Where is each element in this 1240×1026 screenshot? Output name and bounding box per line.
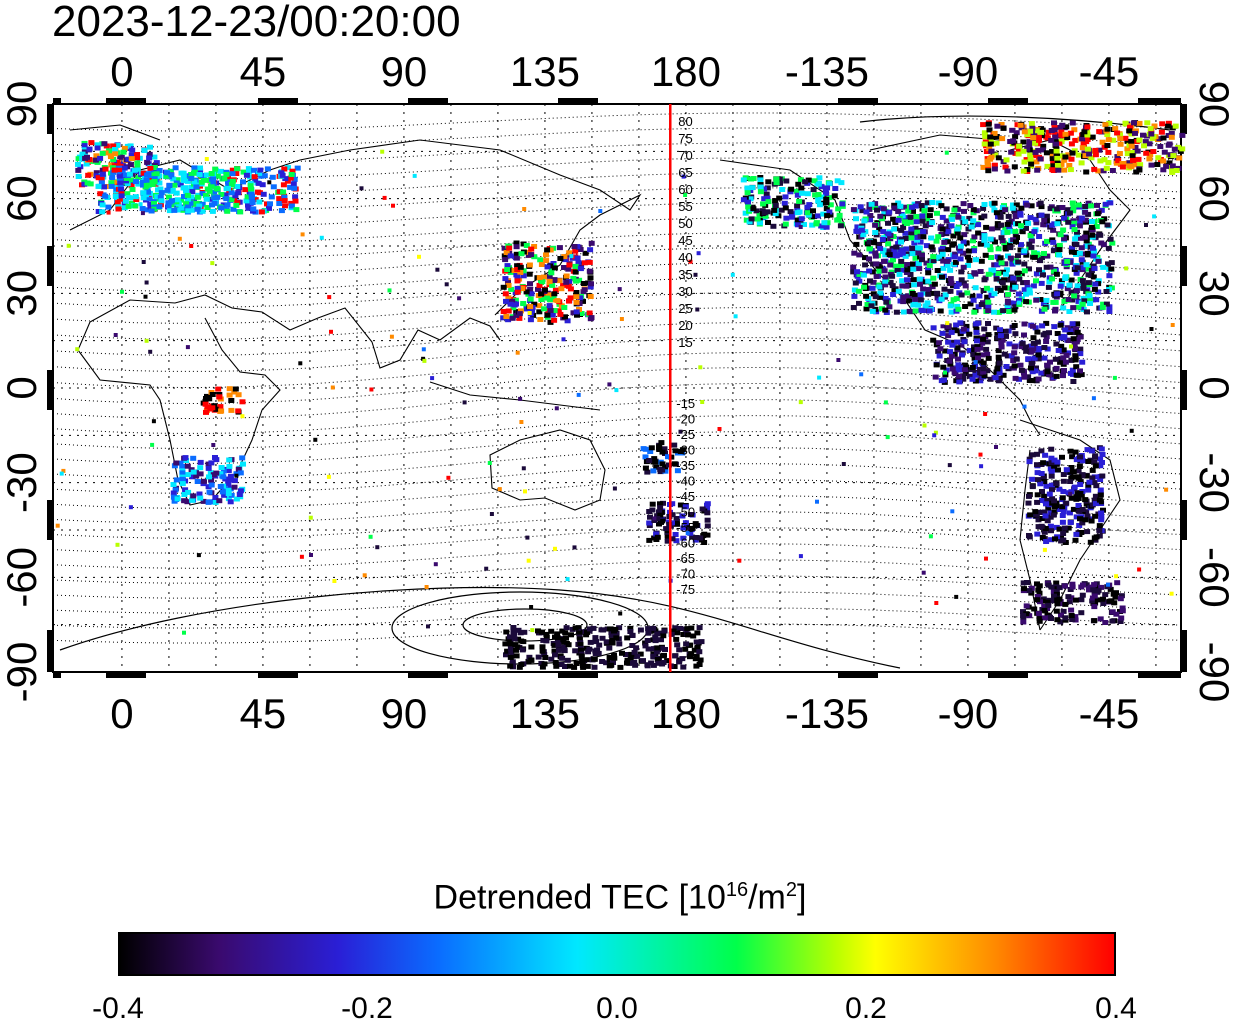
contour-label: -75	[676, 582, 695, 597]
contour-label: 60	[678, 182, 692, 197]
contour-label: -60	[676, 536, 695, 551]
contour-label: 65	[678, 165, 692, 180]
contour-label: -45	[676, 489, 695, 504]
bottom-longitude-ticks: 0 45 90 135 180 -135 -90 -45	[110, 690, 1139, 737]
bottom-lon-tick-label: -45	[1079, 690, 1140, 737]
contour-label: 70	[678, 148, 692, 163]
bottom-lon-tick-label: 0	[110, 690, 133, 737]
contour-label: 30	[678, 284, 692, 299]
left-lat-tick-label: -60	[0, 547, 45, 608]
left-lat-tick-label: 30	[0, 270, 45, 317]
left-lat-tick-label: -90	[0, 642, 45, 703]
contour-label: 55	[678, 199, 692, 214]
contour-label: -40	[676, 474, 695, 489]
left-lat-tick-label: 90	[0, 81, 45, 128]
tec-map: 8075706560555045403530252015-15-20-25-30…	[0, 48, 1238, 737]
right-lat-tick-label: 90	[1191, 81, 1238, 128]
left-lat-tick-label: 0	[0, 376, 45, 399]
contour-label: 75	[678, 131, 692, 146]
lat-lon-grid	[53, 104, 1181, 672]
top-lon-tick-label: -45	[1079, 48, 1140, 95]
right-lat-tick-label: 0	[1191, 376, 1238, 399]
frame-thick-ticks	[47, 98, 1187, 678]
colorbar-tick-label: 0.0	[596, 992, 638, 1025]
contour-label: -30	[676, 443, 695, 458]
contour-label: 40	[678, 250, 692, 265]
colorbar-tick-label: -0.4	[92, 992, 144, 1025]
right-lat-tick-label: 30	[1191, 270, 1238, 317]
right-latitude-ticks: 90 60 30 0 -30 -60 -90	[1191, 81, 1238, 703]
contour-labels: 80 75 70 65 60 55 50 45 40 35 30 25 20 15 -15-20-25-30…	[676, 114, 695, 597]
colorbar-tick-label: 0.4	[1095, 992, 1137, 1025]
contour-label: -35	[676, 458, 695, 473]
contour-label: 50	[678, 216, 692, 231]
colorbar-tick-label: -0.2	[341, 992, 393, 1025]
contour-label: -65	[676, 551, 695, 566]
contour-label: 15	[678, 335, 692, 350]
bottom-lon-tick-label: 90	[381, 690, 428, 737]
contour-label: 80	[678, 114, 692, 129]
contour-label: 45	[678, 233, 692, 248]
top-lon-tick-label: 45	[240, 48, 287, 95]
contour-label: 35	[678, 267, 692, 282]
bottom-lon-tick-label: -135	[785, 690, 869, 737]
left-latitude-ticks: 90 60 30 0 -30 -60 -90	[0, 81, 45, 703]
contour-label: -20	[676, 412, 695, 427]
contour-label: -50	[676, 505, 695, 520]
top-lon-tick-label: 180	[651, 48, 721, 95]
contour-label: -15	[676, 396, 695, 411]
left-lat-tick-label: -30	[0, 452, 45, 513]
top-lon-tick-label: -90	[938, 48, 999, 95]
bottom-lon-tick-label: 45	[240, 690, 287, 737]
contour-label: -55	[676, 520, 695, 535]
colorbar-title: Detrended TEC [1016/m2]	[433, 878, 807, 917]
bottom-lon-tick-label: 180	[651, 690, 721, 737]
top-longitude-ticks: 0 45 90 135 180 -135 -90 -45	[110, 48, 1139, 95]
contour-label: -25	[676, 427, 695, 442]
colorbar-tick-label: 0.2	[845, 992, 887, 1025]
contour-label: -70	[676, 567, 695, 582]
bottom-lon-tick-label: -90	[938, 690, 999, 737]
map-timestamp: 2023-12-23/00:20:00	[52, 0, 461, 46]
map-frame	[52, 103, 1182, 673]
contour-label: 25	[678, 301, 692, 316]
right-lat-tick-label: -30	[1191, 452, 1238, 513]
left-lat-tick-label: 60	[0, 175, 45, 222]
right-lat-tick-label: -60	[1191, 547, 1238, 608]
top-lon-tick-label: -135	[785, 48, 869, 95]
right-lat-tick-label: -90	[1191, 642, 1238, 703]
top-lon-tick-label: 90	[381, 48, 428, 95]
top-lon-tick-label: 135	[510, 48, 580, 95]
bottom-lon-tick-label: 135	[510, 690, 580, 737]
tec-data-patches	[55, 120, 1186, 670]
right-lat-tick-label: 60	[1191, 175, 1238, 222]
top-lon-tick-label: 0	[110, 48, 133, 95]
contour-label: 20	[678, 318, 692, 333]
colorbar	[118, 932, 1116, 976]
